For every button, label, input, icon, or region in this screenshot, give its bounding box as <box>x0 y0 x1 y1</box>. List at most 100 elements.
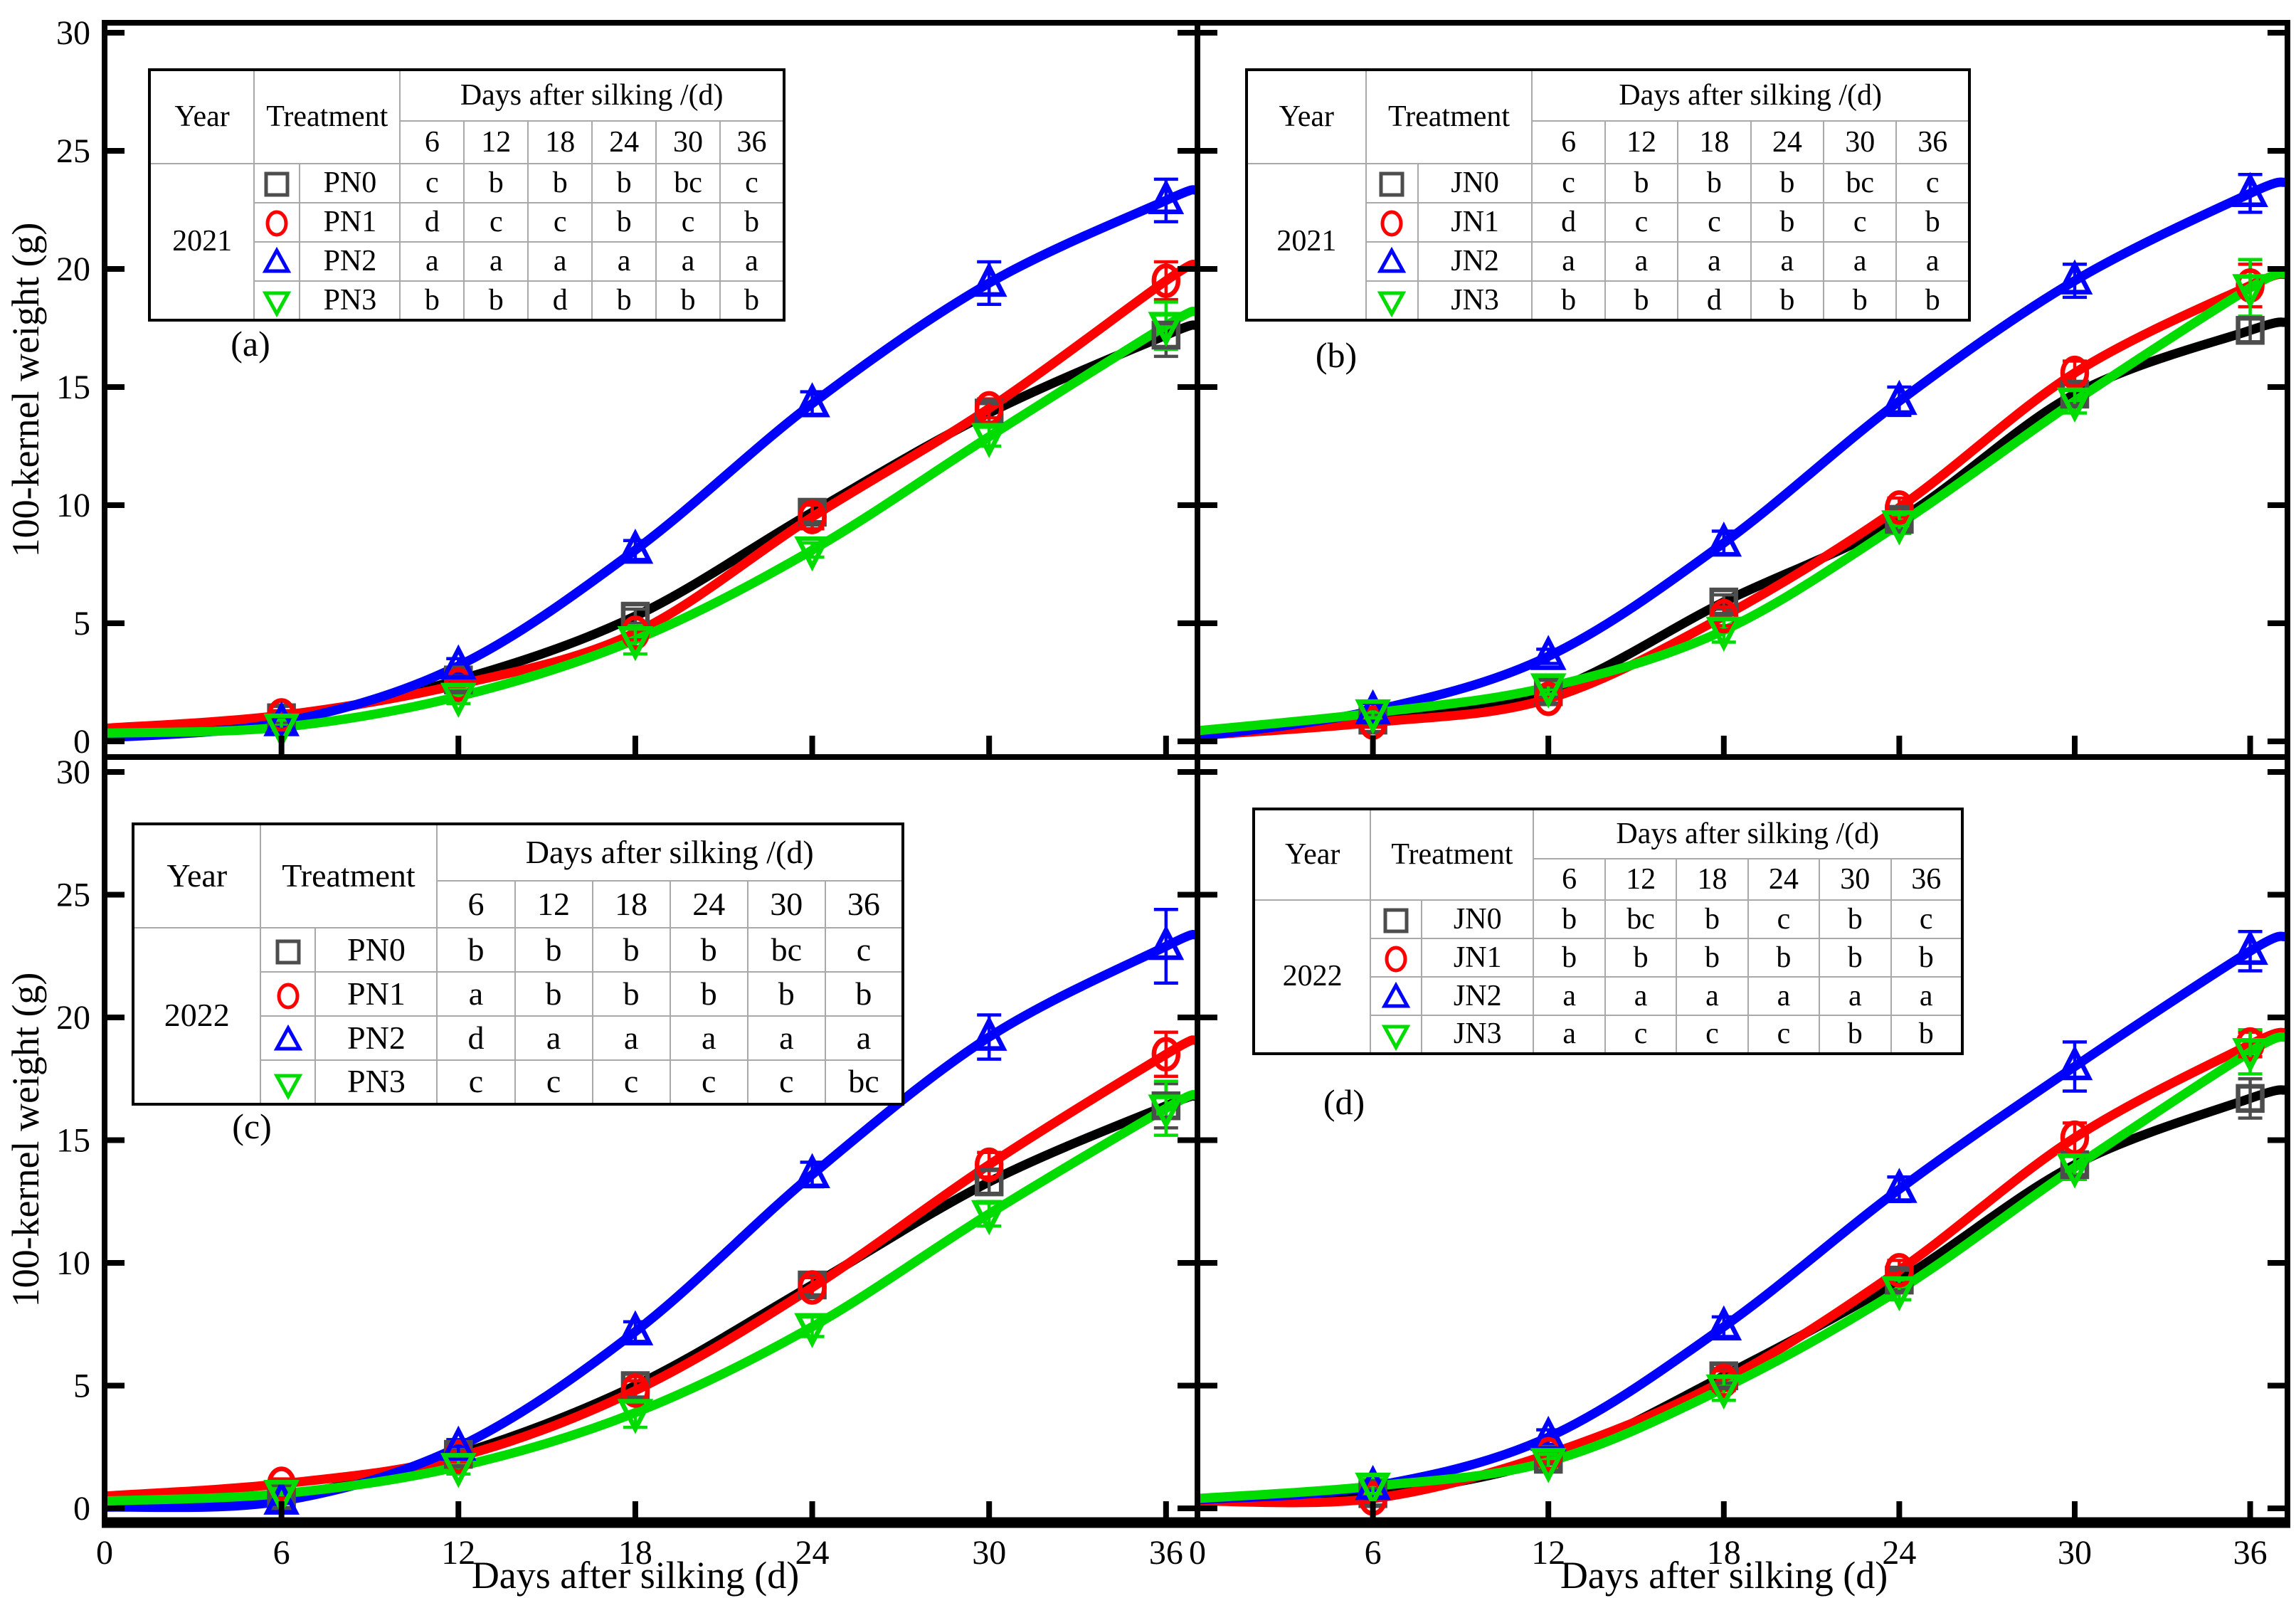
legend-square-glyph <box>1379 171 1404 197</box>
legend-square-icon <box>275 939 300 965</box>
JN0-marker <box>2236 316 2265 345</box>
significance-letter: b <box>719 202 785 243</box>
significance-letter: b <box>1823 280 1898 321</box>
y-tick-label: 25 <box>56 132 90 170</box>
PN2-curve <box>107 185 1195 743</box>
JN1-marker <box>1533 681 1563 716</box>
x-tick-label: 0 <box>96 1534 113 1572</box>
treatment-name: JN2 <box>1421 976 1535 1016</box>
PN3-curve <box>107 1090 1195 1506</box>
legend-triangle-up-icon <box>1381 981 1411 1008</box>
table-header-day: 6 <box>1533 858 1606 901</box>
legend-circle-icon <box>1385 946 1407 973</box>
y-tick-label: 15 <box>56 1122 90 1160</box>
PN3-marker <box>970 423 1007 458</box>
PN1-marker <box>620 1373 650 1408</box>
JN2-marker <box>1530 635 1567 670</box>
treatment-table: Year Treatment Days after silking /(d) 6 12 1… <box>1245 68 1971 322</box>
significance-letter: c <box>514 1059 593 1105</box>
table-header-day: 18 <box>1676 858 1749 901</box>
legend-symbol-cell <box>1365 241 1419 282</box>
JN3-marker <box>1881 510 1917 546</box>
significance-letter: a <box>1533 976 1606 1016</box>
PN3-marker <box>440 1453 477 1488</box>
PN3-marker <box>617 1399 654 1434</box>
legend-triangle-down-glyph <box>273 1074 302 1100</box>
JN3-curve <box>1200 268 2285 736</box>
treatment-name: JN2 <box>1417 241 1533 282</box>
treatment-name: PN2 <box>299 241 401 282</box>
significance-letter: c <box>1677 202 1752 243</box>
x-tick-label: 12 <box>441 1534 475 1572</box>
legend-triangle-up-icon <box>263 246 292 273</box>
significance-letter: b <box>463 163 529 203</box>
panel-letter-a: (a) <box>231 324 270 364</box>
table-header-day: 6 <box>1531 120 1606 164</box>
JN2-marker <box>1881 379 1917 416</box>
JN2-marker <box>1705 521 1742 557</box>
x-tick-label: 36 <box>2233 1534 2268 1572</box>
JN3-marker <box>2232 1038 2268 1074</box>
JN0-marker <box>1709 587 1739 617</box>
significance-letter: a <box>655 241 721 282</box>
significance-letter: c <box>1747 1015 1821 1054</box>
significance-letter: b <box>514 927 593 973</box>
table-year-value: 2022 <box>1252 899 1372 1054</box>
significance-letter: a <box>1677 241 1752 282</box>
significance-letter: b <box>1533 938 1606 978</box>
treatment-name: JN1 <box>1421 938 1535 978</box>
x-tick-label: 0 <box>1189 1534 1206 1572</box>
x-tick-label: 6 <box>273 1534 290 1572</box>
legend-triangle-up-icon <box>1377 246 1407 273</box>
significance-letter: a <box>1604 976 1678 1016</box>
legend-symbol-cell <box>259 1059 317 1105</box>
legend-square-glyph <box>264 171 290 197</box>
table-header-day: 36 <box>719 120 785 164</box>
table-header-day: 18 <box>527 120 593 164</box>
significance-letter: a <box>719 241 785 282</box>
x-tick-label: 12 <box>1531 1534 1565 1572</box>
table-header-day: 24 <box>1750 120 1825 164</box>
JN1-marker <box>2060 1120 2090 1155</box>
PN1-curve <box>107 260 1195 733</box>
legend-circle-icon <box>277 983 299 1010</box>
y-tick-label: 30 <box>56 753 90 791</box>
significance-letter: c <box>746 1059 826 1105</box>
y-tick-label: 30 <box>56 14 90 52</box>
PN1-marker <box>798 1270 827 1305</box>
y-tick-label: 15 <box>56 369 90 406</box>
PN2-marker <box>1148 924 1185 961</box>
table-header-days-group: Days after silking /(d) <box>436 823 904 882</box>
significance-letter: c <box>463 202 529 243</box>
legend-triangle-down-glyph <box>1381 1025 1411 1052</box>
significance-letter: c <box>1531 163 1606 203</box>
legend-square-icon <box>1383 908 1409 933</box>
significance-letter: a <box>436 971 516 1017</box>
significance-letter: c <box>1895 163 1970 203</box>
PN3-marker <box>263 713 300 749</box>
y-tick-label: 0 <box>73 723 90 761</box>
PN0-marker <box>974 1167 1004 1197</box>
significance-letter: b <box>1676 899 1749 939</box>
treatment-name: PN1 <box>314 971 438 1017</box>
panel-letter-b: (b) <box>1316 335 1357 375</box>
significance-letter: c <box>655 202 721 243</box>
legend-symbol-cell <box>1370 1015 1423 1054</box>
table-header-year: Year <box>148 69 255 164</box>
significance-letter: b <box>655 280 721 321</box>
significance-letter: bc <box>1823 163 1898 203</box>
significance-letter: d <box>399 202 465 243</box>
significance-letter: a <box>1890 976 1963 1016</box>
significance-letter: b <box>824 971 904 1017</box>
significance-letter: a <box>1895 241 1970 282</box>
legend-triangle-down-glyph <box>1377 291 1407 317</box>
table-header-day: 36 <box>824 880 904 928</box>
significance-letter: b <box>1676 938 1749 978</box>
table-header-day: 12 <box>1604 120 1679 164</box>
significance-letter: a <box>591 241 657 282</box>
PN2-marker <box>617 1310 654 1345</box>
y-tick-label: 20 <box>56 250 90 288</box>
significance-letter: b <box>1750 163 1825 203</box>
PN2-marker <box>617 528 654 564</box>
treatment-name: JN0 <box>1417 163 1533 203</box>
